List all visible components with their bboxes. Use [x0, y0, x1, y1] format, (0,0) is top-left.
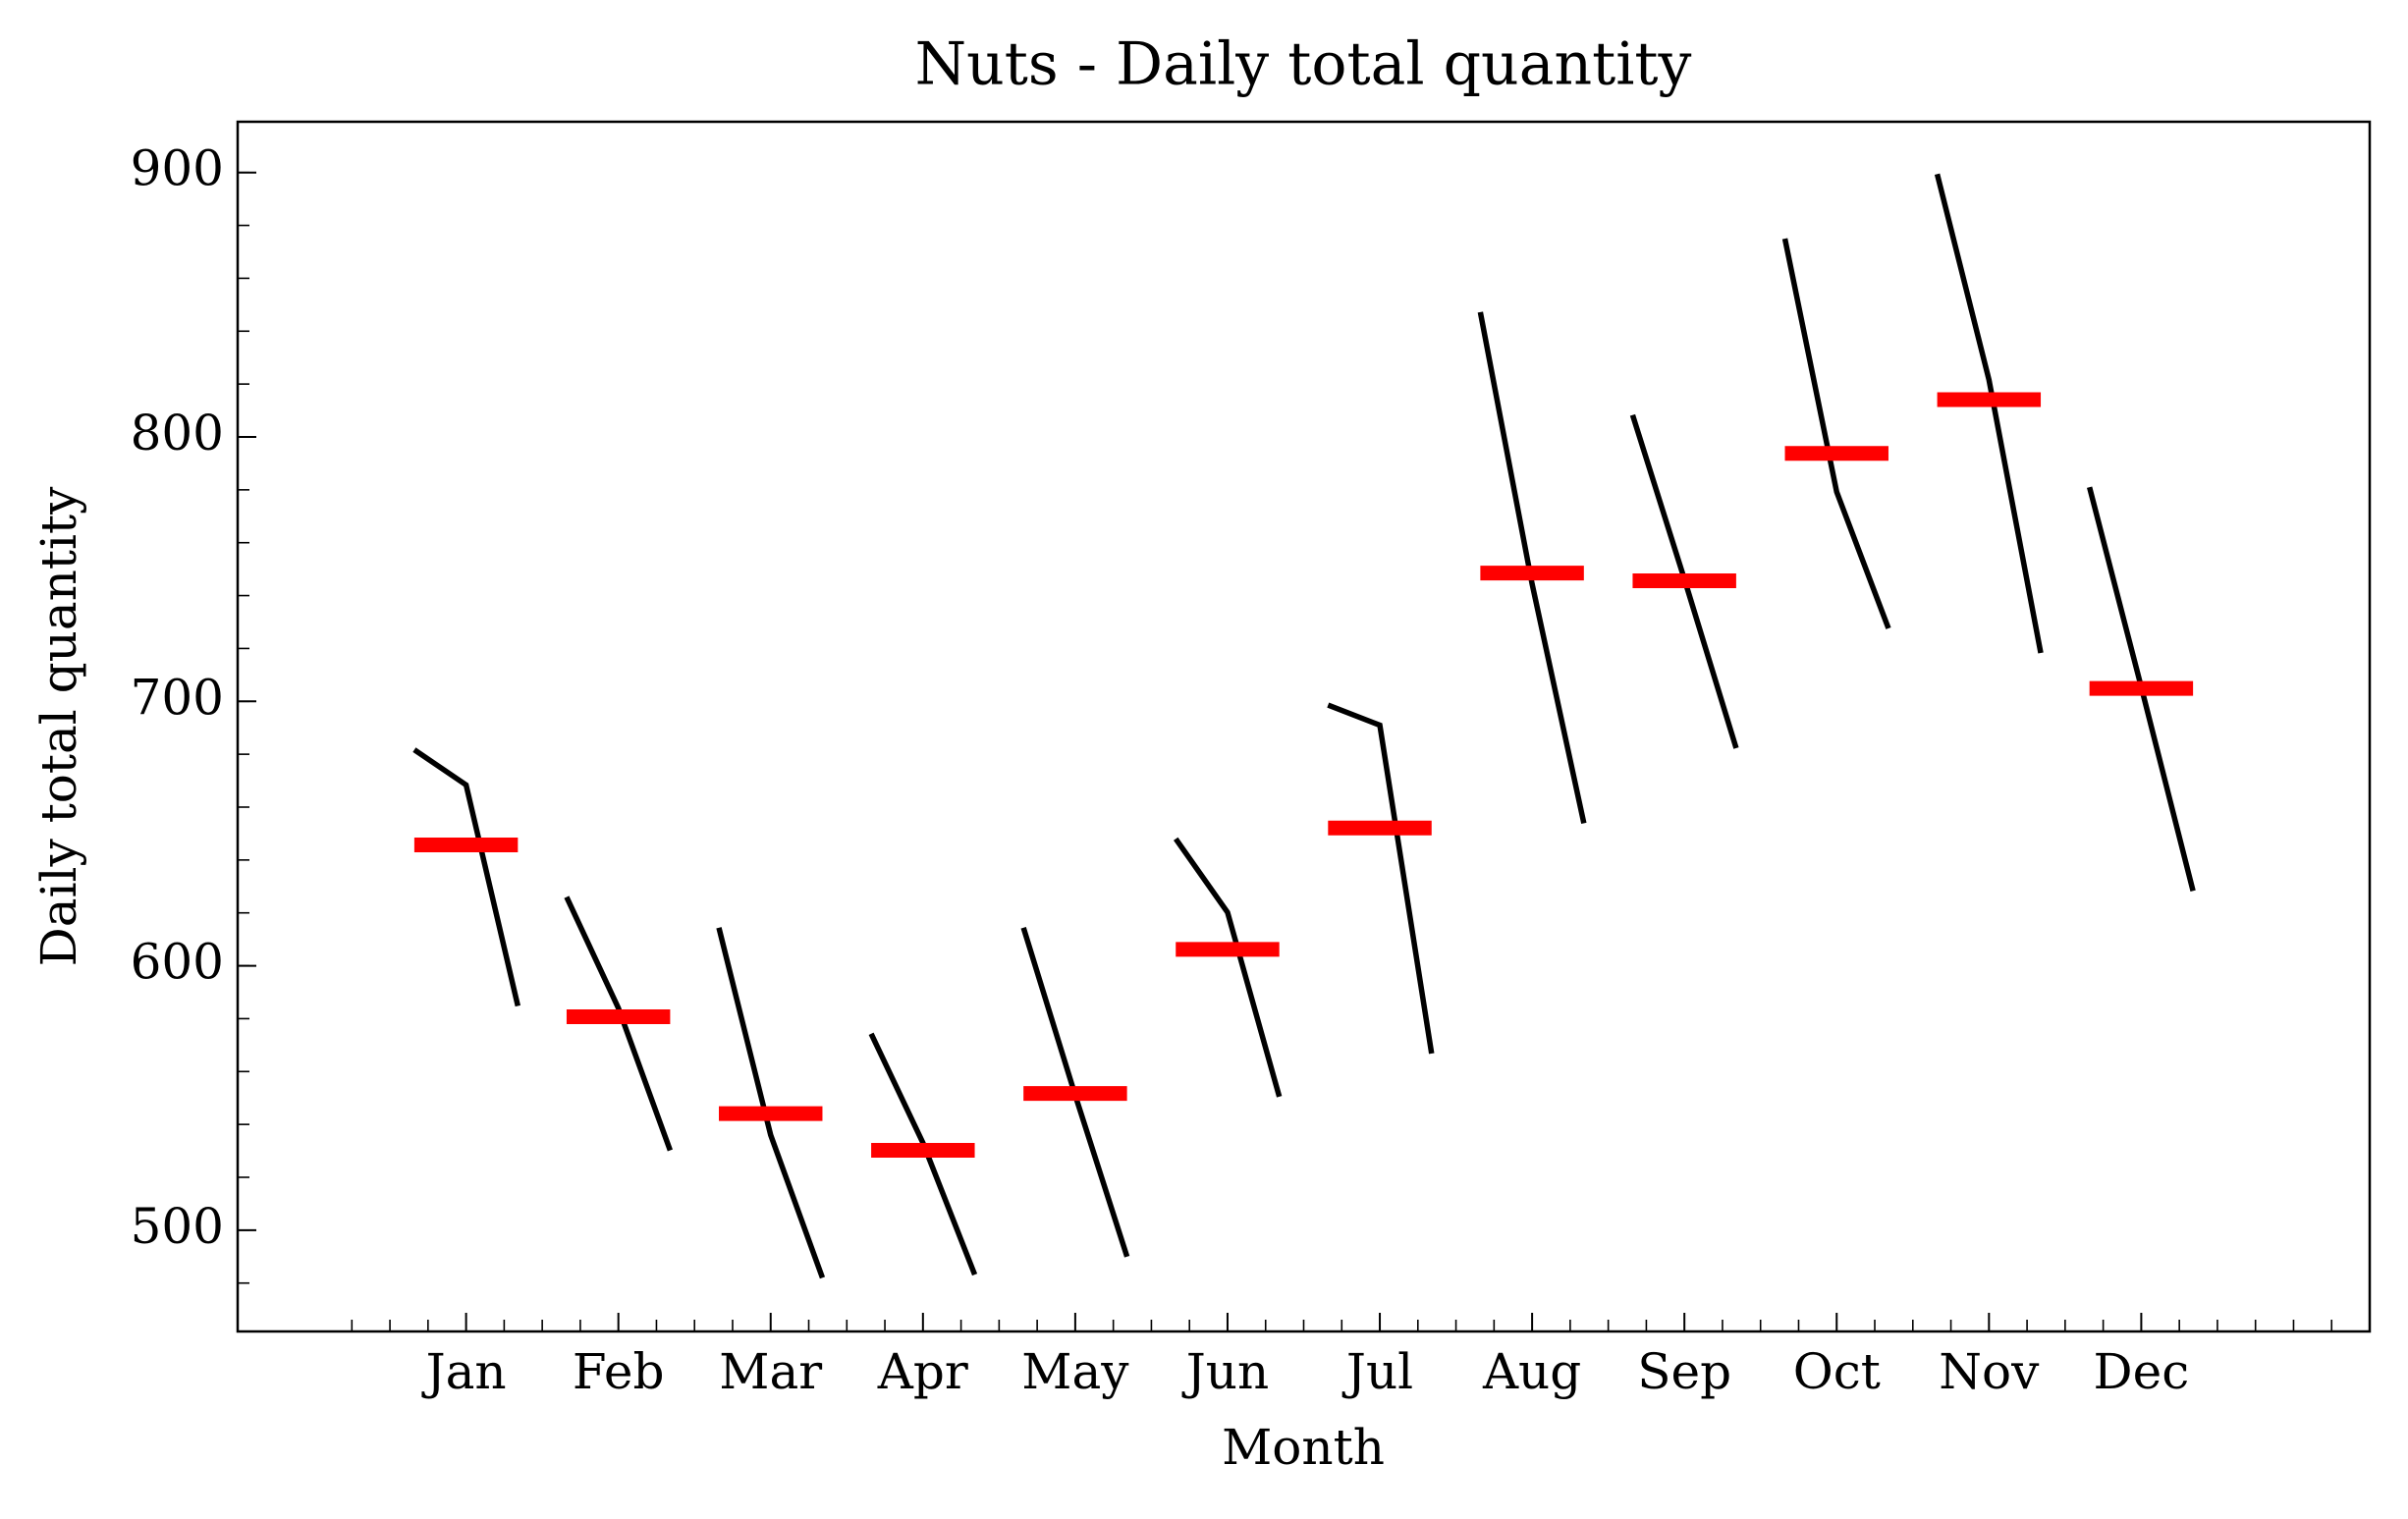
x-tick-label: Sep	[1637, 1343, 1731, 1400]
y-tick-label: 600	[131, 934, 224, 991]
month-line	[1173, 837, 1283, 1098]
x-tick-label: Apr	[877, 1343, 968, 1400]
y-tick-label: 500	[131, 1198, 224, 1255]
x-tick-label: Jun	[1181, 1343, 1269, 1400]
y-tick-label: 900	[131, 140, 224, 197]
x-tick-label: Jan	[421, 1343, 507, 1400]
x-tick-label: Dec	[2094, 1343, 2190, 1400]
x-tick-label: Aug	[1482, 1343, 1581, 1400]
month-line	[564, 895, 673, 1152]
y-tick-label: 700	[131, 669, 224, 726]
x-tick-label: Nov	[1939, 1343, 2040, 1400]
x-axis-label: Month	[1222, 1419, 1385, 1476]
x-tick-label: Jul	[1341, 1343, 1413, 1400]
month-line	[868, 1032, 978, 1276]
plot-frame	[236, 120, 2372, 1333]
chart-title: Nuts - Daily total quantity	[915, 30, 1692, 99]
y-tick-label: 800	[131, 405, 224, 461]
month-line	[1477, 311, 1587, 825]
x-tick-label: Feb	[573, 1343, 665, 1400]
month-line	[1327, 702, 1435, 1055]
month-line	[716, 927, 826, 1279]
month-line	[1781, 238, 1891, 629]
x-tick-label: May	[1021, 1343, 1129, 1400]
month-line	[1934, 173, 2044, 654]
x-tick-label: Oct	[1793, 1343, 1881, 1400]
x-tick-label: Mar	[719, 1343, 822, 1400]
month-line	[412, 747, 521, 1007]
y-axis-label: Daily total quantity	[30, 486, 87, 966]
